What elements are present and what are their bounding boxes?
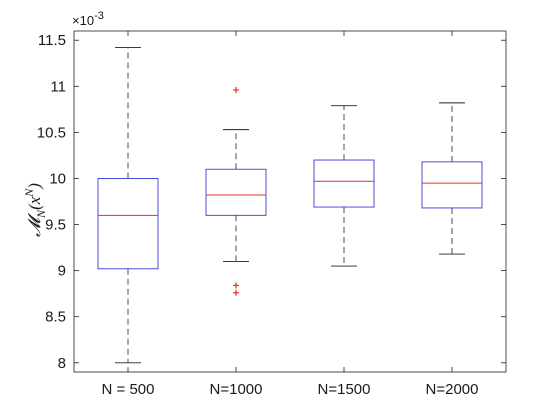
box — [421, 161, 483, 209]
x-category-label: N=2000 — [426, 381, 479, 398]
box — [313, 159, 375, 208]
box — [97, 178, 159, 270]
box-group — [97, 47, 159, 364]
outlier-marker — [233, 282, 239, 289]
x-category-label: N=1000 — [210, 381, 263, 398]
box-group — [313, 105, 375, 267]
y-tick-label: 9 — [58, 263, 66, 280]
y-tick-label: 10 — [49, 170, 66, 187]
y-axis-label: 𝓜N(xN) — [22, 183, 48, 237]
y-exponent-label: ×10-3 — [72, 10, 104, 28]
plot-frame — [73, 30, 507, 373]
y-tick-label: 8.5 — [45, 309, 66, 326]
plot-marks — [97, 47, 483, 364]
box-group — [421, 102, 483, 255]
box-group — [205, 86, 267, 296]
box — [205, 168, 267, 216]
axis-labels: ×10-3 𝓜N(xN) 8 8.5 9 9.5 10 10.5 11 11.5 N = 500… — [22, 10, 478, 398]
outlier-marker — [233, 289, 239, 296]
y-tick-label: 11.5 — [38, 32, 66, 49]
y-tick-label: 11 — [50, 78, 66, 95]
x-category-label: N = 500 — [102, 381, 155, 398]
y-tick-label: 9.5 — [45, 217, 66, 234]
y-tick-label: 8 — [58, 355, 66, 372]
outlier-marker — [233, 86, 239, 93]
y-tick-label: 10.5 — [37, 124, 66, 141]
axes — [73, 30, 507, 373]
x-category-label: N=1500 — [318, 381, 371, 398]
